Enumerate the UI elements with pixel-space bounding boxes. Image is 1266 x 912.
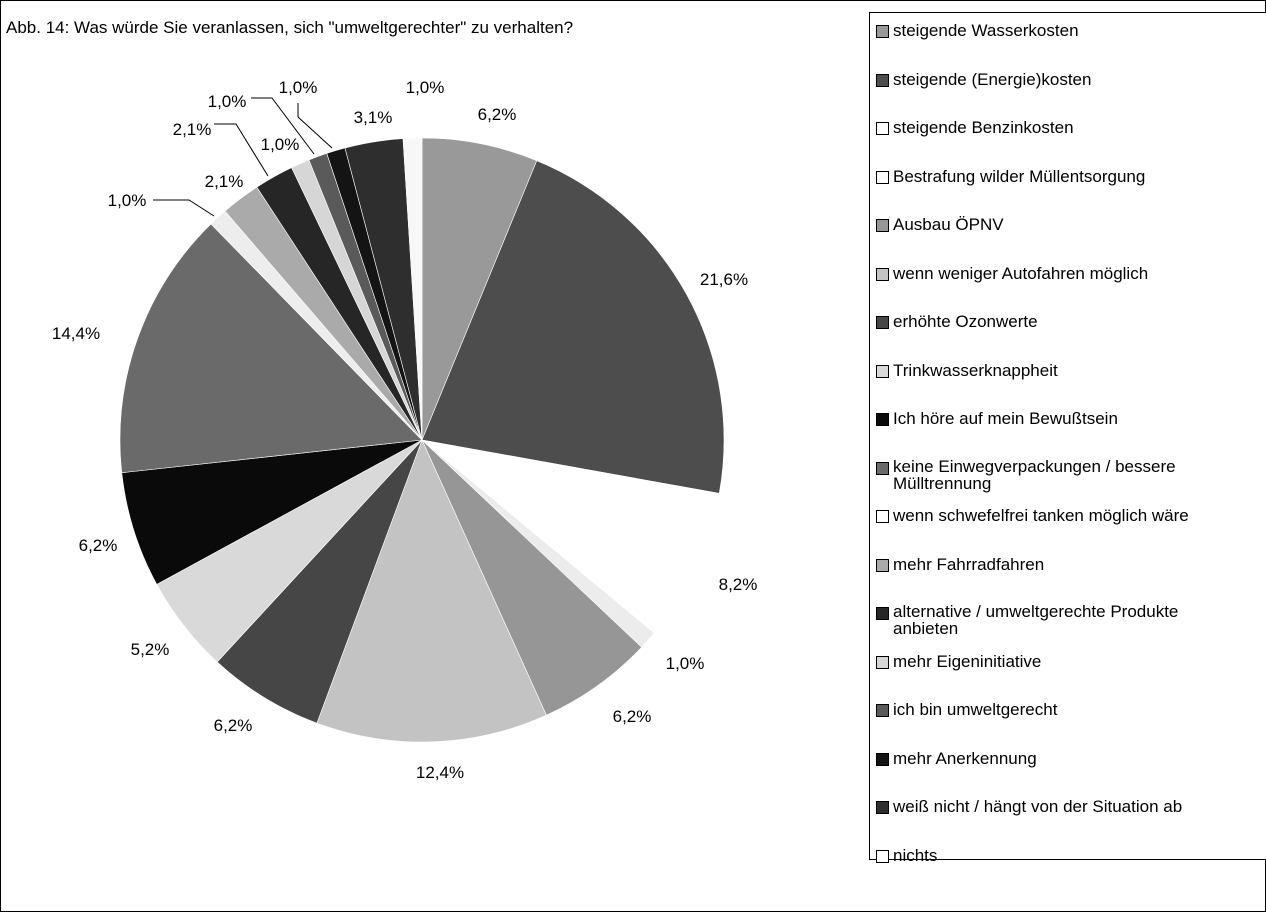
legend-item: ich bin umweltgerecht (876, 700, 1057, 720)
slice-value-label: 1,0% (406, 78, 445, 97)
legend-item: mehr Fahrradfahren (876, 555, 1044, 575)
pie-chart: 6,2% 21,6% 8,2% 1,0% 6,2% 12,4% 6,2% 5,2% 6,2% 14… (52, 78, 757, 782)
legend-label: steigende Wasserkosten (893, 21, 1079, 40)
slice-value-label: 8,2% (719, 575, 758, 594)
slice-value-label: 5,2% (131, 640, 170, 659)
legend-item: nichts (876, 846, 937, 866)
leader-lines (153, 97, 333, 217)
slice-value-label: 6,2% (613, 707, 652, 726)
legend-item: wenn schwefelfrei tanken möglich wäre (876, 506, 1189, 526)
legend-label: Bestrafung wilder Müllentsorgung (893, 166, 1146, 186)
legend-label: Trinkwasserknappheit (893, 360, 1058, 380)
slice-value-label: 21,6% (700, 270, 748, 289)
legend-label: wenn schwefelfrei tanken möglich wäre (893, 506, 1189, 525)
legend-swatch (876, 413, 889, 426)
legend-item: wenn weniger Autofahren möglich (876, 264, 1148, 284)
legend-swatch (876, 752, 889, 766)
legend-item: steigende Benzinkosten (876, 118, 1074, 138)
legend-label: Ich höre auf mein Bewußtsein (893, 409, 1118, 428)
slice-value-label: 1,0% (261, 135, 300, 154)
legend-item: Ich höre auf mein Bewußtsein (876, 409, 1118, 429)
legend-swatch (876, 704, 889, 717)
legend-swatch (876, 316, 889, 329)
slice-value-label: 2,1% (173, 120, 212, 139)
slice-value-label: 12,4% (416, 763, 464, 782)
legend-label: wenn weniger Autofahren möglich (893, 263, 1149, 283)
pie-slice (402, 137, 423, 441)
legend-swatch (876, 607, 889, 620)
legend-swatch (876, 219, 889, 232)
legend-item: erhöhte Ozonwerte (876, 312, 1038, 332)
legend-item: Bestrafung wilder Müllentsorgung (876, 167, 1145, 187)
legend-item: weiß nicht / hängt von der Situation ab (876, 797, 1182, 817)
slice-value-label: 14,4% (52, 324, 100, 343)
slice-value-label: 6,2% (79, 536, 118, 555)
legend-swatch (876, 267, 889, 281)
legend-label: erhöhte Ozonwerte (893, 312, 1038, 331)
legend-label: mehr Eigeninitiative (893, 651, 1042, 671)
legend-label: nichts (893, 845, 938, 865)
pie-slice (119, 223, 423, 474)
legend-label: mehr Anerkennung (893, 748, 1037, 768)
legend-swatch (876, 170, 889, 184)
legend-swatch (876, 25, 889, 38)
leader-line (251, 97, 315, 155)
leader-line (214, 123, 269, 177)
legend-item: Ausbau ÖPNV (876, 215, 1004, 235)
legend-label: weiß nicht / hängt von der Situation ab (893, 797, 1183, 816)
legend-label: ich bin umweltgerecht (893, 700, 1058, 719)
legend-label: keine Einwegverpackungen / bessere Mülltr… (893, 458, 1176, 492)
legend-item: keine Einwegverpackungen / bessere Mülltr… (876, 458, 1176, 492)
legend-swatch (876, 801, 889, 814)
legend-swatch (876, 655, 889, 669)
legend-label-line: Mülltrennung (893, 473, 992, 493)
legend-item: mehr Eigeninitiative (876, 652, 1041, 672)
legend-swatch (876, 73, 889, 87)
slice-value-label: 1,0% (208, 92, 247, 111)
legend-swatch (876, 558, 889, 572)
leader-line (153, 199, 215, 217)
legend-item: steigende Wasserkosten (876, 21, 1079, 41)
legend-label: mehr Fahrradfahren (893, 554, 1045, 574)
legend: steigende Wasserkosten steigende (Energie… (869, 12, 1266, 865)
slice-value-label: 1,0% (108, 191, 147, 210)
legend-item: alternative / umweltgerechte Produkte anb… (876, 603, 1178, 637)
slice-value-label: 1,0% (279, 78, 318, 97)
legend-swatch (876, 849, 889, 863)
pie-slice (421, 439, 643, 716)
pie-slice (421, 160, 725, 494)
chart-title: Abb. 14: Was würde Sie veranlassen, sich… (6, 18, 574, 37)
legend-label-line: keine Einwegverpackungen / bessere (893, 456, 1176, 476)
slice-value-label: 6,2% (478, 105, 517, 124)
legend-item: mehr Anerkennung (876, 749, 1037, 769)
legend-swatch (876, 461, 889, 475)
pie-slice (316, 439, 547, 743)
slice-value-label: 3,1% (354, 108, 393, 127)
slice-value-label: 1,0% (666, 654, 705, 673)
legend-label: steigende Benzinkosten (893, 118, 1074, 137)
legend-swatch (876, 364, 889, 378)
legend-swatch (876, 122, 889, 135)
legend-item: Trinkwasserknappheit (876, 361, 1058, 381)
legend-label-line: anbieten (893, 619, 959, 638)
legend-label-line: alternative / umweltgerechte Produkte (893, 602, 1179, 621)
slice-value-label: 2,1% (205, 172, 244, 191)
pie-slice (421, 137, 538, 441)
slice-value-label: 6,2% (214, 716, 253, 735)
leader-line (297, 103, 333, 149)
legend-label: steigende (Energie)kosten (893, 69, 1092, 89)
data-labels: 6,2% 21,6% 8,2% 1,0% 6,2% 12,4% 6,2% 5,2% 6,2% 14… (52, 78, 757, 782)
legend-swatch (876, 510, 889, 523)
pie-slice (121, 439, 423, 585)
pie-slices (119, 137, 725, 743)
legend-item: steigende (Energie)kosten (876, 70, 1091, 90)
legend-label: alternative / umweltgerechte Produkte anb… (893, 603, 1178, 637)
pie-slice (216, 439, 423, 724)
pie-slice (420, 439, 720, 634)
legend-label: Ausbau ÖPNV (893, 215, 1004, 234)
